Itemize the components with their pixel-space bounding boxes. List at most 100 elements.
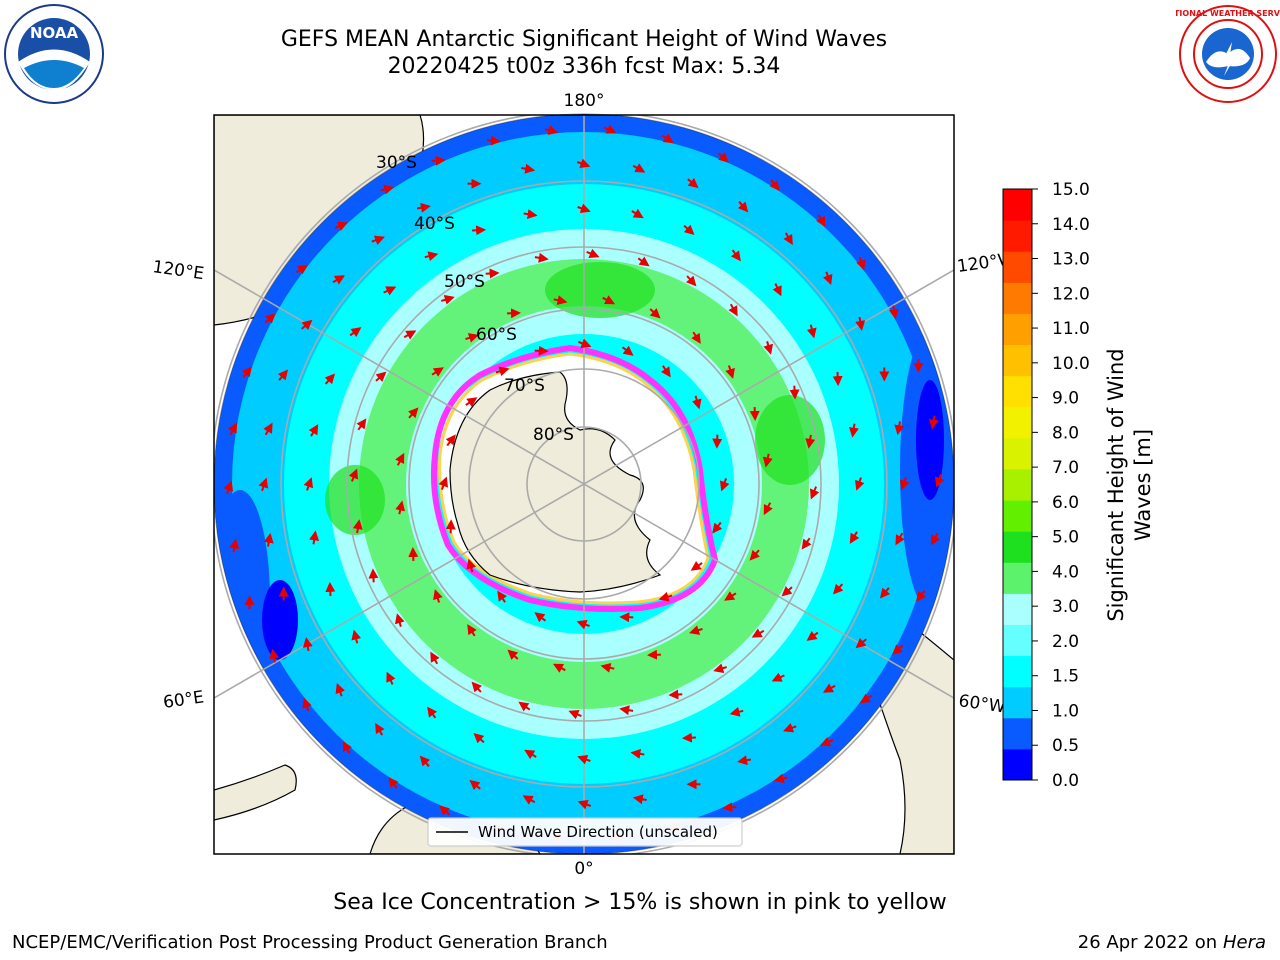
colorbar-tick-label: 8.0 (1052, 423, 1079, 443)
wind-wave-arrow (712, 434, 723, 449)
wind-wave-arrow (419, 755, 431, 767)
wind-wave-arrow (713, 663, 727, 674)
lon-label-60e: 60°E (162, 687, 205, 712)
wind-wave-arrow (416, 202, 431, 213)
wind-wave-arrow (534, 252, 549, 263)
wind-wave-arrow (465, 397, 478, 408)
wind-wave-arrow (495, 366, 510, 377)
wind-wave-arrow (383, 286, 397, 296)
wind-wave-arrow (712, 521, 723, 534)
wind-wave-arrow (576, 158, 591, 169)
wind-wave-arrow (737, 755, 752, 766)
wind-wave-arrow (552, 663, 566, 673)
wind-wave-arrow (486, 135, 501, 146)
wind-wave-arrow (469, 779, 481, 791)
wind-wave-arrow (894, 421, 905, 436)
wind-wave-arrow (433, 589, 443, 603)
wind-wave-arrow (928, 415, 939, 430)
wind-wave-arrow (773, 773, 788, 784)
wind-wave-arrow (621, 345, 634, 356)
wind-wave-arrow (619, 612, 634, 623)
wind-wave-arrow (431, 367, 444, 377)
wind-wave-arrow (762, 453, 773, 468)
wind-wave-arrow (586, 248, 600, 259)
lon-label-0: 0° (574, 859, 593, 879)
wind-wave-arrow (485, 268, 500, 279)
lon-label-60w: 60°W (957, 691, 1006, 717)
wind-wave-arrow (522, 795, 536, 805)
svg-text:NOAA: NOAA (30, 24, 79, 42)
wind-wave-arrow (822, 683, 836, 693)
wind-wave-arrow (789, 385, 800, 400)
wind-wave-arrow (403, 330, 417, 340)
wind-wave-arrow (749, 407, 760, 421)
nws-logo: NATIONAL WEATHER SERVICE (1176, 5, 1280, 103)
wave-patch-green (325, 465, 385, 535)
svg-text:NATIONAL WEATHER SERVICE: NATIONAL WEATHER SERVICE (1176, 9, 1280, 18)
wind-wave-arrow (356, 418, 367, 431)
wind-wave-arrow (934, 473, 945, 488)
wind-wave-arrow (335, 683, 345, 697)
wind-wave-arrow (763, 341, 774, 355)
wind-wave-arrow (720, 478, 730, 492)
colorbar-segment (1003, 437, 1032, 470)
machine-name: Hera (1222, 932, 1266, 953)
wind-wave-arrow (772, 283, 782, 297)
wind-wave-arrow (577, 754, 591, 765)
wind-wave-arrow (441, 294, 455, 305)
sea-ice-edge-pink (430, 344, 719, 612)
colorbar-segment (1003, 344, 1032, 377)
lat-label-40s: 40°S (414, 214, 455, 234)
legend-box (427, 817, 743, 847)
credit-text: NCEP/EMC/Verification Post Processing Pr… (12, 932, 608, 953)
wind-wave-arrow (854, 477, 865, 491)
wind-wave-arrow (324, 373, 336, 385)
wind-wave-arrow (445, 434, 456, 447)
colorbar-tick-label: 13.0 (1052, 250, 1090, 270)
wind-wave-arrow (241, 366, 252, 378)
wind-wave-arrow (859, 693, 873, 704)
wind-wave-arrow (832, 372, 843, 387)
wind-wave-arrow (661, 133, 674, 144)
wind-wave-arrow (855, 316, 866, 331)
wind-wave-arrow (856, 256, 866, 271)
wind-wave-arrow (507, 649, 519, 660)
legend-label: Wind Wave Direction (unscaled) (478, 823, 718, 841)
wind-wave-arrow (577, 203, 591, 214)
wind-wave-arrow (301, 319, 313, 331)
wind-wave-arrows (223, 124, 945, 844)
wind-wave-arrow (431, 155, 446, 166)
colorbar-segment (1003, 406, 1032, 439)
colorbar-tick-label: 4.0 (1052, 562, 1079, 582)
graticule (214, 115, 954, 854)
wind-wave-arrow (722, 802, 737, 813)
wind-wave-arrow (603, 124, 617, 134)
wind-wave-arrow (507, 308, 521, 319)
chart-subtitle: 20220425 t00z 336h fcst Max: 5.34 (387, 54, 781, 79)
colorbar-segment (1003, 500, 1032, 532)
wind-wave-arrow (691, 395, 702, 410)
wind-wave-arrow (687, 177, 699, 189)
wind-wave-arrow (781, 586, 793, 597)
colorbar-segment (1003, 313, 1032, 346)
wind-wave-arrow (658, 591, 673, 602)
colorbar-segment (1003, 748, 1032, 781)
wind-wave-arrow (602, 295, 616, 305)
wind-wave-arrow (783, 723, 797, 733)
wind-wave-arrow (690, 560, 703, 571)
wind-wave-arrow (806, 324, 817, 339)
wind-wave-arrow (368, 568, 379, 583)
wind-wave-arrow (930, 532, 941, 546)
wind-wave-arrow (534, 612, 547, 623)
wind-wave-arrow (269, 648, 280, 663)
wind-wave-arrow (524, 749, 537, 760)
wind-wave-arrow (806, 630, 819, 641)
wind-wave-arrow (386, 671, 396, 685)
colorbar-tick-label: 7.0 (1052, 458, 1079, 478)
wind-wave-arrow (600, 662, 615, 673)
colorbar-tick-label: 10.0 (1052, 354, 1090, 374)
wind-wave-arrow (445, 519, 456, 534)
colorbar-tick-label: 9.0 (1052, 389, 1079, 409)
wind-wave-arrow (686, 275, 697, 287)
date-text: 26 Apr 2022 on (1077, 932, 1218, 953)
